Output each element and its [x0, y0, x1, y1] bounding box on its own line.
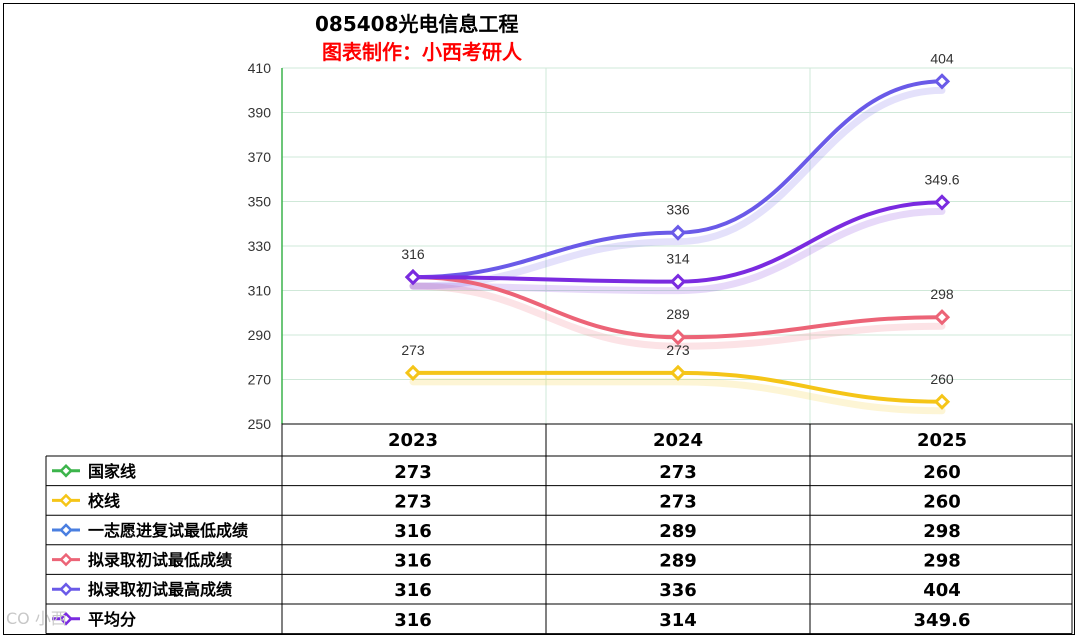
y-tick-label: 390 — [248, 105, 272, 121]
data-label: 260 — [930, 371, 954, 387]
table-cell-value: 260 — [923, 491, 961, 512]
y-tick-label: 290 — [248, 327, 272, 343]
legend-marker-diamond — [59, 493, 73, 508]
watermark: CO 小西 — [6, 609, 67, 628]
table-cell-value: 260 — [923, 462, 961, 483]
data-point — [404, 269, 422, 286]
data-label: 316 — [401, 246, 425, 262]
table-cell-value: 273 — [394, 491, 432, 512]
data-label: 349.6 — [924, 171, 959, 187]
y-tick-label: 250 — [248, 416, 272, 432]
data-point — [404, 364, 422, 381]
table-series-name: 校线 — [88, 491, 120, 510]
table-year-header: 2024 — [653, 430, 703, 451]
table-cell-value: 316 — [394, 580, 432, 601]
data-label: 336 — [666, 202, 690, 218]
y-tick-label: 370 — [248, 149, 272, 165]
table-cell-value: 298 — [923, 551, 961, 572]
table-cell-value: 273 — [394, 462, 432, 483]
series-line — [411, 79, 944, 280]
data-point — [933, 309, 951, 326]
legend-marker-diamond — [59, 552, 73, 567]
table-cell-value: 316 — [394, 521, 432, 542]
table-cell-value: 273 — [659, 491, 697, 512]
y-tick-label: 310 — [248, 283, 272, 299]
y-tick-label: 330 — [248, 238, 272, 254]
data-point — [933, 73, 951, 90]
data-point — [669, 224, 687, 241]
data-point — [933, 393, 951, 410]
series-shadow — [409, 86, 946, 290]
table-series-name: 拟录取初试最低成绩 — [88, 551, 232, 570]
table-cell-value: 289 — [659, 521, 697, 542]
legend-marker-diamond — [59, 464, 73, 478]
table-cell-value: 349.6 — [914, 610, 971, 631]
series-shadow — [409, 207, 946, 295]
data-point — [669, 329, 687, 346]
series-shadow — [409, 282, 946, 350]
data-point — [669, 273, 687, 290]
y-tick-label: 270 — [248, 372, 272, 388]
table-cell-value: 316 — [394, 551, 432, 572]
table-cell-value: 314 — [659, 610, 697, 631]
table-cell-value: 273 — [659, 462, 697, 483]
table-cell-value: 336 — [659, 580, 697, 601]
data-label: 273 — [401, 342, 425, 358]
y-tick-label: 350 — [248, 194, 272, 210]
legend-marker-diamond — [59, 523, 73, 537]
table-cell-value: 289 — [659, 551, 697, 572]
data-label: 289 — [666, 306, 690, 322]
data-label: 314 — [666, 251, 690, 267]
series-shadow — [409, 378, 946, 415]
data-point — [669, 364, 687, 381]
data-label: 273 — [666, 342, 690, 358]
table-cell-value: 298 — [923, 521, 961, 542]
chart-subtitle: 图表制作：小西考研人 — [322, 40, 522, 64]
legend-marker-diamond — [59, 582, 73, 596]
legend-marker-diamond — [59, 612, 73, 626]
data-point — [933, 194, 951, 211]
table-series-name: 一志愿进复试最低成绩 — [88, 521, 248, 540]
table-year-header: 2025 — [917, 430, 967, 451]
table-cell-value: 404 — [923, 580, 961, 601]
table-cell-value: 316 — [394, 610, 432, 631]
table-series-name: 平均分 — [88, 610, 136, 629]
y-tick-label: 410 — [248, 60, 272, 76]
data-label: 298 — [930, 286, 954, 302]
table-series-name: 国家线 — [88, 462, 136, 481]
table-year-header: 2023 — [388, 430, 438, 451]
chart-title: 085408光电信息工程 — [315, 12, 519, 36]
table-series-name: 拟录取初试最高成绩 — [88, 580, 232, 599]
data-label: 404 — [930, 50, 954, 66]
